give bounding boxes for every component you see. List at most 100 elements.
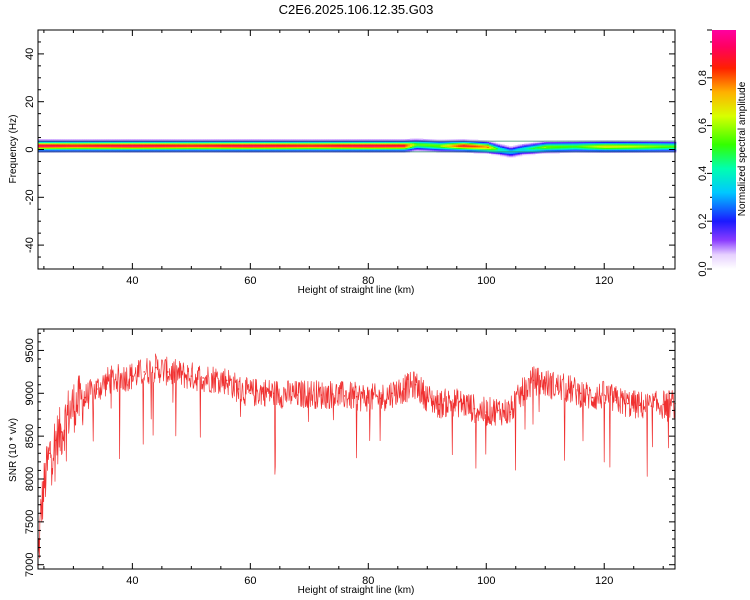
heatmap-cell — [548, 146, 551, 148]
heatmap-cell — [145, 150, 149, 152]
heatmap-cell — [550, 147, 554, 150]
heatmap-cell — [365, 148, 369, 151]
heatmap-cell — [511, 156, 514, 158]
heatmap-cell — [610, 146, 613, 148]
heatmap-cell — [555, 142, 558, 145]
heatmap-cell — [403, 142, 406, 145]
heatmap-cell — [62, 139, 65, 141]
heatmap-cell — [401, 146, 404, 148]
heatmap-cell — [643, 144, 646, 146]
heatmap-cell — [616, 150, 620, 152]
heatmap-cell — [284, 139, 287, 141]
heatmap-cell — [130, 144, 133, 146]
heatmap-cell — [590, 145, 593, 147]
heatmap-cell — [165, 145, 169, 147]
heatmap-cell — [566, 144, 569, 146]
heatmap-cell — [475, 152, 479, 154]
heatmap-cell — [104, 148, 107, 151]
heatmap-cell — [486, 146, 490, 148]
heatmap-cell — [621, 150, 624, 152]
heatmap-cell — [530, 152, 534, 154]
heatmap-cell — [354, 150, 358, 152]
heatmap-cell — [394, 150, 397, 152]
heatmap-cell — [46, 141, 50, 144]
snr-data-point — [450, 401, 452, 403]
heatmap-cell — [93, 146, 96, 148]
heatmap-cell — [500, 147, 503, 150]
heatmap-cell — [62, 144, 65, 146]
heatmap-cell — [420, 138, 424, 140]
heatmap-cell — [308, 145, 312, 147]
heatmap-cell — [121, 139, 125, 141]
heatmap-cell — [244, 147, 248, 150]
heatmap-cell — [495, 147, 499, 150]
heatmap-cell — [594, 144, 598, 146]
heatmap-cell — [396, 139, 400, 141]
heatmap-cell — [293, 142, 296, 145]
heatmap-cell — [130, 146, 133, 148]
heatmap-cell — [145, 141, 149, 144]
heatmap-cell — [629, 145, 633, 147]
heatmap-cell — [482, 144, 485, 146]
heatmap-cell — [343, 144, 347, 146]
snr-data-point — [532, 379, 535, 382]
heatmap-cell — [104, 147, 107, 150]
heatmap-cell — [458, 142, 461, 145]
heatmap-cell — [165, 147, 169, 150]
heatmap-cell — [425, 148, 428, 151]
heatmap-cell — [394, 146, 397, 148]
heatmap-cell — [167, 146, 171, 148]
heatmap-cell — [528, 146, 532, 148]
heatmap-cell — [469, 139, 472, 141]
heatmap-cell — [141, 150, 144, 152]
snr-data-point — [72, 405, 75, 407]
heatmap-cell — [346, 147, 349, 150]
heatmap-cell — [249, 142, 252, 145]
heatmap-cell — [227, 148, 230, 151]
heatmap-cell — [414, 148, 417, 151]
heatmap-cell — [313, 146, 316, 148]
heatmap-cell — [647, 146, 650, 148]
heatmap-cell — [431, 146, 435, 148]
heatmap-cell — [665, 142, 668, 145]
heatmap-cell — [460, 144, 463, 146]
heatmap-cell — [244, 144, 248, 146]
heatmap-cell — [247, 145, 250, 147]
heatmap-cell — [200, 146, 204, 148]
heatmap-cell — [121, 146, 125, 148]
heatmap-cell — [515, 148, 518, 151]
heatmap-cell — [594, 142, 598, 145]
heatmap-cell — [401, 148, 404, 151]
heatmap-cell — [612, 150, 615, 152]
heatmap-cell — [640, 148, 644, 151]
heatmap-cell — [337, 144, 340, 146]
heatmap-cell — [170, 141, 173, 144]
heatmap-cell — [629, 142, 633, 145]
heatmap-cell — [161, 139, 164, 141]
heatmap-cell — [407, 148, 411, 151]
heatmap-cell — [669, 147, 672, 150]
heatmap-cell — [99, 139, 103, 141]
heatmap-cell — [194, 147, 197, 150]
heatmap-cell — [152, 142, 155, 145]
heatmap-cell — [577, 145, 580, 147]
heatmap-cell — [462, 141, 466, 144]
heatmap-cell — [271, 144, 274, 146]
heatmap-cell — [161, 142, 164, 145]
snr-data-point — [237, 388, 240, 390]
heatmap-cell — [82, 147, 85, 150]
heatmap-cell — [73, 147, 76, 150]
heatmap-cell — [150, 146, 153, 148]
heatmap-cell — [335, 146, 338, 148]
heatmap-cell — [277, 139, 281, 141]
heatmap-cell — [244, 139, 248, 141]
heatmap-cell — [409, 145, 413, 147]
heatmap-cell — [240, 147, 243, 150]
heatmap-cell — [86, 148, 89, 151]
heatmap-cell — [306, 139, 309, 141]
heatmap-cell — [233, 141, 237, 144]
heatmap-cell — [55, 144, 59, 146]
heatmap-cell — [632, 148, 635, 151]
heatmap-cell — [121, 142, 125, 145]
heatmap-cell — [222, 139, 226, 141]
